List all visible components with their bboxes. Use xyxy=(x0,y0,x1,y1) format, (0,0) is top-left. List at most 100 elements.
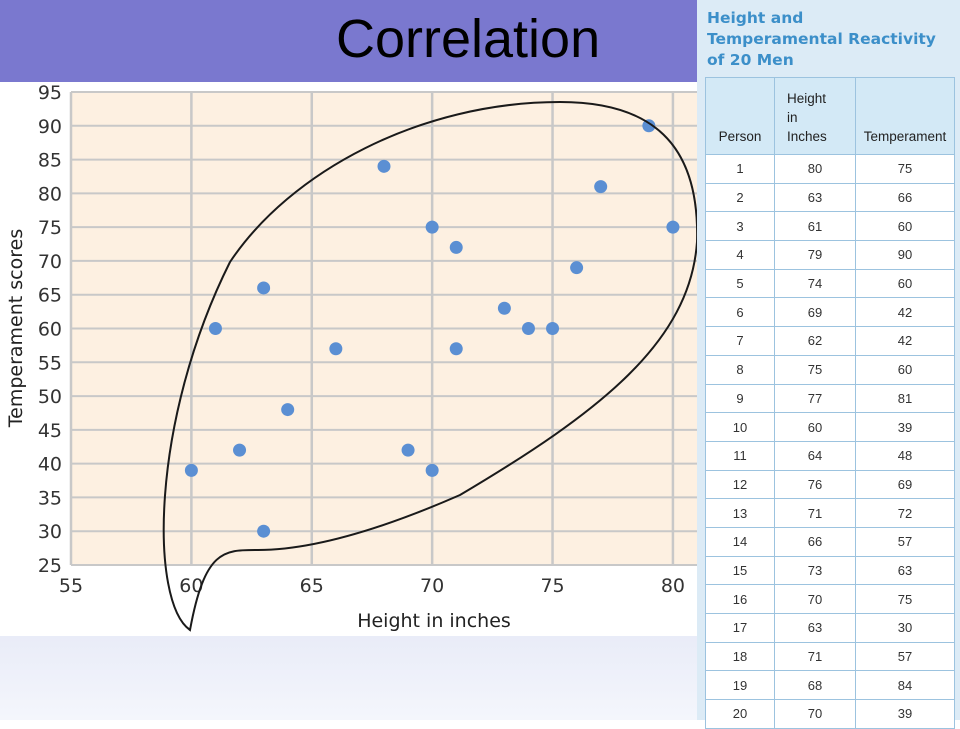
table-row: 7 62 42 xyxy=(705,326,955,356)
table-row: 1 80 75 xyxy=(705,154,955,184)
cell-temperament: 72 xyxy=(855,498,955,528)
cell-height: 76 xyxy=(774,469,856,500)
cell-temperament: 90 xyxy=(855,240,955,270)
cell-temperament: 69 xyxy=(855,469,955,500)
y-tick-label: 25 xyxy=(38,555,62,577)
cell-person: 15 xyxy=(705,555,775,586)
header-height-line: in xyxy=(787,110,798,125)
cell-height: 70 xyxy=(774,584,856,614)
y-tick-label: 30 xyxy=(38,521,62,543)
y-axis-label: Temperament scores xyxy=(5,229,27,428)
data-point xyxy=(497,301,511,315)
data-point xyxy=(377,159,391,173)
y-tick-label: 35 xyxy=(38,487,62,509)
y-tick-label: 70 xyxy=(38,251,62,273)
data-table: Person Height in Inches Temperament 1 80 7… xyxy=(705,77,955,729)
scatter-chart: 25 30 35 40 45 50 55 60 65 70 75 80 85 90 95 55 60 65 70 7… xyxy=(5,82,697,632)
table-row: 5 74 60 xyxy=(705,268,955,299)
y-tick-label: 50 xyxy=(38,386,62,408)
x-axis-label: Height in inches xyxy=(357,610,511,632)
header-temperament: Temperament xyxy=(855,77,955,155)
x-tick-label: 70 xyxy=(420,575,444,597)
table-row: 10 60 39 xyxy=(705,412,955,442)
grid-lines xyxy=(69,91,697,566)
y-tick-label: 40 xyxy=(38,454,62,476)
cell-temperament: 48 xyxy=(855,440,955,471)
table-header-row: Person Height in Inches Temperament xyxy=(705,77,955,155)
cell-temperament: 84 xyxy=(855,670,955,701)
y-tick-label: 75 xyxy=(38,217,62,239)
cell-person: 3 xyxy=(705,211,775,242)
cell-height: 70 xyxy=(774,699,856,729)
table-title-line: Height and xyxy=(707,9,804,27)
cell-height: 63 xyxy=(774,182,856,213)
footer-band xyxy=(0,636,697,720)
cell-temperament: 63 xyxy=(855,555,955,586)
table-row: 2 63 66 xyxy=(705,182,955,213)
data-point xyxy=(425,220,439,234)
header-height-line: Inches xyxy=(787,129,827,144)
data-point xyxy=(257,524,271,538)
data-point xyxy=(233,443,247,457)
cell-person: 5 xyxy=(705,268,775,299)
cell-person: 6 xyxy=(705,297,775,328)
table-row: 12 76 69 xyxy=(705,469,955,500)
cell-person: 4 xyxy=(705,240,775,270)
cell-person: 14 xyxy=(705,526,775,557)
table-row: 16 70 75 xyxy=(705,584,955,614)
cell-temperament: 60 xyxy=(855,268,955,299)
cell-person: 10 xyxy=(705,412,775,442)
y-tick-label: 90 xyxy=(38,116,62,138)
table-row: 15 73 63 xyxy=(705,555,955,586)
cell-person: 13 xyxy=(705,498,775,528)
y-tick-label: 45 xyxy=(38,420,62,442)
table-row: 18 71 57 xyxy=(705,641,955,672)
x-tick-label: 65 xyxy=(300,575,324,597)
cell-person: 19 xyxy=(705,670,775,701)
data-point xyxy=(666,220,680,234)
table-row: 20 70 39 xyxy=(705,699,955,729)
cell-temperament: 42 xyxy=(855,326,955,356)
cell-person: 11 xyxy=(705,440,775,471)
cell-temperament: 75 xyxy=(855,584,955,614)
y-tick-label: 65 xyxy=(38,285,62,307)
cell-person: 2 xyxy=(705,182,775,213)
table-row: 17 63 30 xyxy=(705,613,955,643)
cell-person: 20 xyxy=(705,699,775,729)
table-row: 14 66 57 xyxy=(705,526,955,557)
cell-height: 68 xyxy=(774,670,856,701)
title-bar: Correlation xyxy=(0,0,697,82)
header-height-line: Height xyxy=(787,91,827,106)
y-tick-label: 60 xyxy=(38,319,62,341)
cell-height: 63 xyxy=(774,613,856,643)
slide-title: Correlation xyxy=(336,9,601,69)
table-row: 3 61 60 xyxy=(705,211,955,242)
cell-temperament: 66 xyxy=(855,182,955,213)
data-point xyxy=(642,119,656,133)
table-row: 13 71 72 xyxy=(705,498,955,528)
y-tick-label: 80 xyxy=(38,183,62,205)
cell-temperament: 75 xyxy=(855,154,955,184)
data-point xyxy=(546,322,560,335)
cell-height: 71 xyxy=(774,641,856,672)
y-tick-labels: 25 30 35 40 45 50 55 60 65 70 75 80 85 90 95 xyxy=(38,82,62,577)
data-point xyxy=(184,463,198,477)
cell-height: 61 xyxy=(774,211,856,242)
cell-height: 66 xyxy=(774,526,856,557)
data-point xyxy=(425,463,439,477)
cell-temperament: 39 xyxy=(855,699,955,729)
header-height: Height in Inches xyxy=(774,77,856,155)
table-row: 11 64 48 xyxy=(705,440,955,471)
cell-temperament: 57 xyxy=(855,526,955,557)
cell-person: 17 xyxy=(705,613,775,643)
table-row: 8 75 60 xyxy=(705,354,955,385)
cell-temperament: 81 xyxy=(855,383,955,414)
data-point xyxy=(208,322,222,335)
cell-person: 8 xyxy=(705,354,775,385)
data-point xyxy=(570,261,584,275)
cell-height: 80 xyxy=(774,154,856,184)
table-title-line: of 20 Men xyxy=(707,51,794,69)
cell-temperament: 60 xyxy=(855,354,955,385)
table-row: 6 69 42 xyxy=(705,297,955,328)
table-body: 1 80 75 2 63 66 3 61 60 4 79 90 5 74 60 6 69 42 7 62 42 8 75 60… xyxy=(705,154,955,729)
